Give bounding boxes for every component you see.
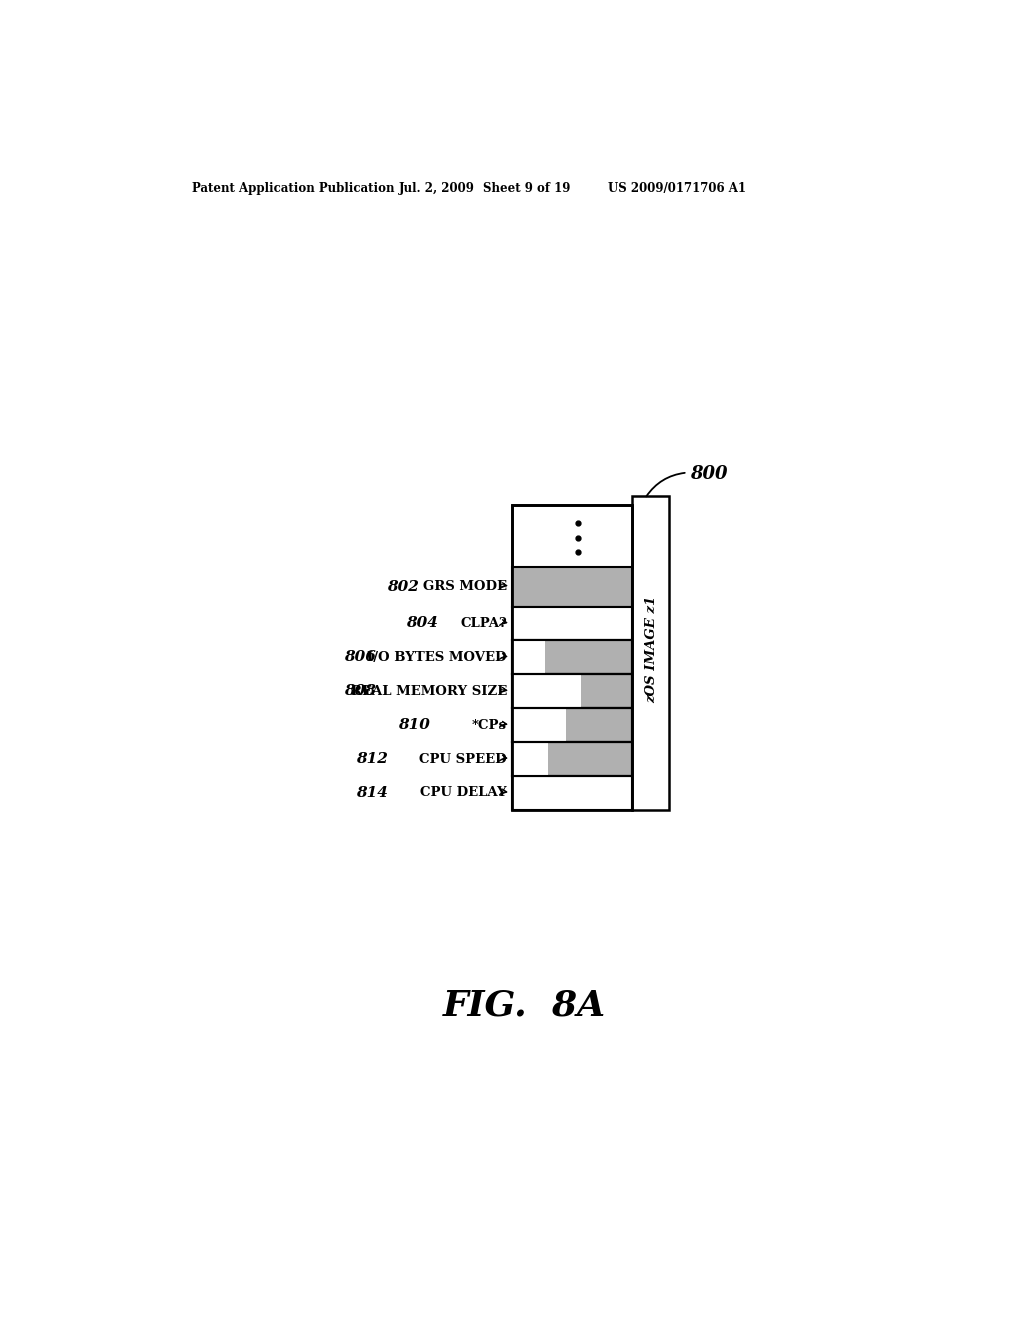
Bar	[512, 776, 632, 810]
Text: zOS IMAGE z1: zOS IMAGE z1	[645, 597, 658, 704]
Bar	[632, 496, 669, 810]
Text: CPU DELAY: CPU DELAY	[420, 787, 507, 800]
Text: 804: 804	[407, 616, 438, 631]
Text: US 2009/0171706 A1: US 2009/0171706 A1	[608, 182, 746, 194]
Bar	[512, 709, 632, 742]
Bar	[512, 607, 632, 640]
Bar	[512, 506, 632, 810]
Bar	[512, 566, 632, 607]
Text: 802: 802	[387, 579, 419, 594]
Text: CLPA?: CLPA?	[460, 616, 507, 630]
Text: I/O BYTES MOVED: I/O BYTES MOVED	[368, 651, 507, 664]
Text: 812: 812	[356, 752, 388, 766]
Bar	[512, 640, 632, 675]
Text: Sheet 9 of 19: Sheet 9 of 19	[483, 182, 570, 194]
Text: GRS MODE: GRS MODE	[423, 579, 507, 593]
Text: 814: 814	[356, 785, 388, 800]
Text: FIG.  8A: FIG. 8A	[443, 989, 606, 1023]
Bar	[512, 675, 632, 709]
Text: 808: 808	[344, 684, 376, 698]
Bar	[512, 709, 565, 742]
Bar	[512, 742, 548, 776]
Text: 800: 800	[690, 465, 727, 483]
Text: CPU SPEED: CPU SPEED	[420, 752, 507, 766]
Text: *CPs: *CPs	[472, 718, 507, 731]
Bar	[512, 742, 632, 776]
Text: Jul. 2, 2009: Jul. 2, 2009	[399, 182, 475, 194]
Text: 806: 806	[344, 651, 376, 664]
Bar	[512, 506, 632, 566]
Bar	[512, 640, 545, 675]
Text: Patent Application Publication: Patent Application Publication	[191, 182, 394, 194]
Bar	[512, 675, 582, 709]
Text: REAL MEMORY SIZE: REAL MEMORY SIZE	[351, 685, 507, 698]
Bar	[512, 640, 632, 675]
Bar	[512, 709, 632, 742]
Text: 810: 810	[398, 718, 430, 733]
Bar	[512, 742, 632, 776]
Bar	[512, 675, 632, 709]
